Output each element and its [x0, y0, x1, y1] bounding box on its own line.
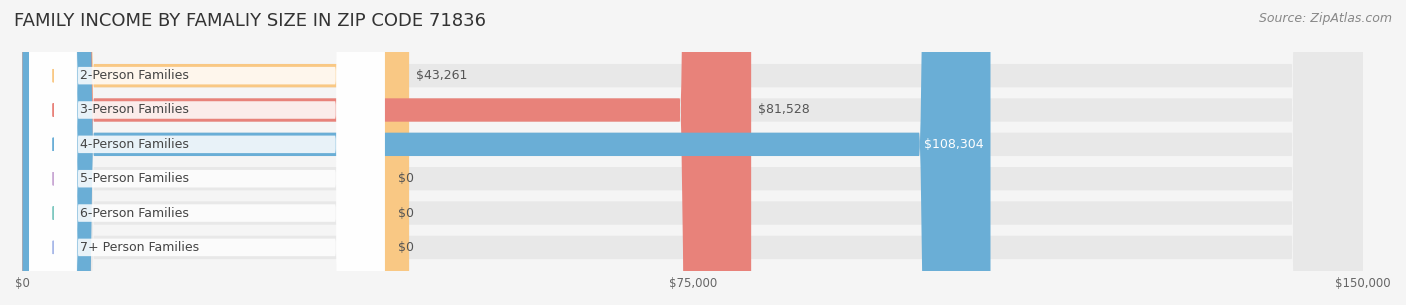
FancyBboxPatch shape: [22, 0, 1364, 305]
FancyBboxPatch shape: [22, 0, 1364, 305]
FancyBboxPatch shape: [22, 0, 1364, 305]
Text: FAMILY INCOME BY FAMALIY SIZE IN ZIP CODE 71836: FAMILY INCOME BY FAMALIY SIZE IN ZIP COD…: [14, 12, 486, 30]
Text: $43,261: $43,261: [416, 69, 467, 82]
FancyBboxPatch shape: [30, 0, 384, 305]
FancyBboxPatch shape: [22, 0, 1364, 305]
Text: 7+ Person Families: 7+ Person Families: [80, 241, 200, 254]
Text: $0: $0: [398, 241, 413, 254]
FancyBboxPatch shape: [22, 0, 990, 305]
FancyBboxPatch shape: [22, 0, 751, 305]
FancyBboxPatch shape: [30, 0, 384, 305]
Text: $108,304: $108,304: [924, 138, 984, 151]
Text: 3-Person Families: 3-Person Families: [80, 103, 188, 117]
FancyBboxPatch shape: [30, 0, 384, 305]
Text: 6-Person Families: 6-Person Families: [80, 206, 188, 220]
FancyBboxPatch shape: [22, 0, 1364, 305]
Text: $0: $0: [398, 172, 413, 185]
FancyBboxPatch shape: [30, 0, 384, 305]
Text: Source: ZipAtlas.com: Source: ZipAtlas.com: [1258, 12, 1392, 25]
Text: $81,528: $81,528: [758, 103, 810, 117]
FancyBboxPatch shape: [22, 0, 409, 305]
FancyBboxPatch shape: [30, 0, 384, 305]
Text: 2-Person Families: 2-Person Families: [80, 69, 188, 82]
Text: $0: $0: [398, 206, 413, 220]
Text: 5-Person Families: 5-Person Families: [80, 172, 188, 185]
Text: 4-Person Families: 4-Person Families: [80, 138, 188, 151]
FancyBboxPatch shape: [30, 0, 384, 305]
FancyBboxPatch shape: [22, 0, 1364, 305]
